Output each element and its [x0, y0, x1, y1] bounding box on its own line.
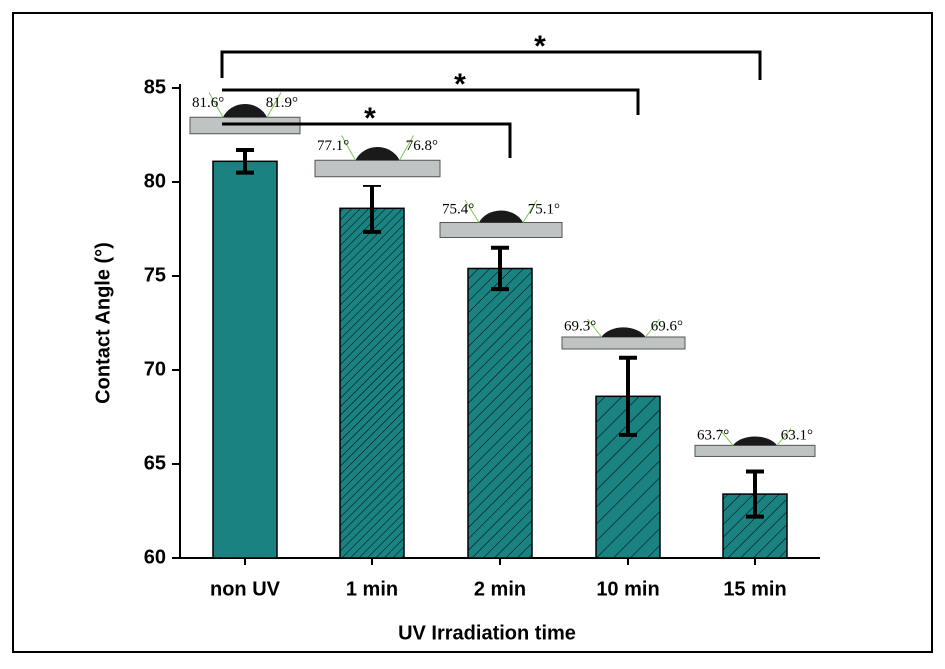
- y-tick-label: 65: [144, 452, 166, 474]
- x-tick-label: non UV: [210, 578, 281, 600]
- droplet-angle: 75.1°: [528, 201, 560, 217]
- significance-label: *: [534, 30, 546, 63]
- droplet-angle: 63.7°: [697, 428, 729, 444]
- x-tick-label: 1 min: [346, 578, 398, 600]
- droplet-angle: 69.6°: [651, 318, 683, 334]
- y-tick-label: 85: [144, 76, 166, 98]
- substrate: [440, 223, 562, 238]
- x-tick-label: 15 min: [723, 578, 786, 600]
- substrate: [315, 160, 440, 177]
- significance-label: *: [364, 102, 376, 135]
- droplet-angle: 76.8°: [406, 138, 438, 154]
- chart: UV Irradiation time Contact Angle (°) 60…: [0, 0, 945, 664]
- x-tick-label: 2 min: [474, 578, 526, 600]
- y-tick-label: 60: [144, 546, 166, 568]
- significance-label: *: [454, 68, 466, 101]
- droplet-angle: 81.6°: [192, 95, 224, 111]
- y-tick-label: 80: [144, 170, 166, 192]
- bar: [468, 268, 532, 558]
- x-tick-label: 10 min: [596, 578, 659, 600]
- significance-bracket: [222, 52, 760, 80]
- y-tick-label: 75: [144, 264, 166, 286]
- droplet-angle: 77.1°: [317, 138, 349, 154]
- droplet-angle: 63.1°: [781, 428, 813, 444]
- substrate: [562, 337, 685, 349]
- droplet-angle: 69.3°: [564, 318, 596, 334]
- droplet-angle: 75.4°: [442, 201, 474, 217]
- bar: [340, 208, 404, 558]
- y-axis-title: Contact Angle (°): [92, 242, 114, 404]
- y-tick-label: 70: [144, 358, 166, 380]
- x-axis-title: UV Irradiation time: [398, 622, 576, 644]
- bar: [213, 161, 277, 558]
- substrate: [695, 445, 815, 456]
- droplet-angle: 81.9°: [266, 95, 298, 111]
